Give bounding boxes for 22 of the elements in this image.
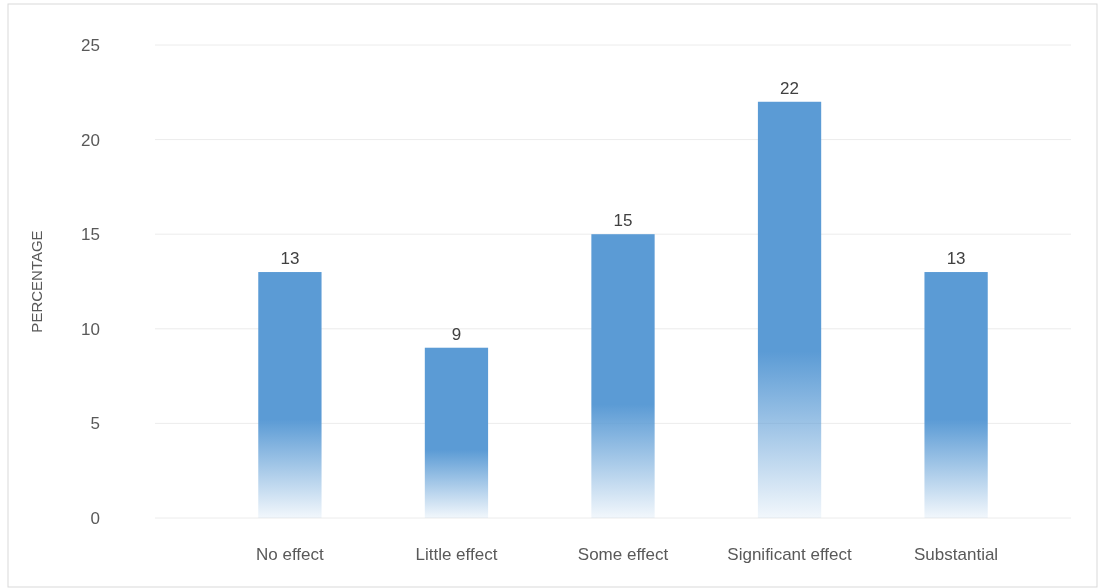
x-tick-label: Little effect: [415, 545, 498, 564]
data-label: 15: [613, 211, 633, 231]
x-tick-label: Substantial: [914, 545, 999, 564]
y-tick-label: 15: [81, 225, 100, 245]
bar: [591, 234, 655, 518]
y-tick-label: 25: [81, 35, 100, 55]
x-tick-label: Some effect: [577, 545, 669, 564]
data-label: 9: [451, 324, 462, 344]
y-tick-label: 20: [81, 130, 100, 150]
bar: [258, 272, 322, 518]
y-tick-label: 0: [90, 508, 100, 528]
y-tick-label: 5: [90, 414, 100, 434]
x-tick-label: No effect: [256, 545, 325, 564]
data-label: 13: [280, 249, 300, 269]
data-label: 13: [946, 249, 966, 269]
x-tick-label: Significant effect: [727, 545, 853, 564]
data-label: 22: [780, 78, 800, 98]
bar: [424, 347, 489, 518]
bar: [924, 272, 988, 518]
y-tick-label: 10: [81, 319, 100, 339]
bar: [757, 101, 822, 518]
y-axis-title: PERCENTAGE: [28, 230, 45, 333]
